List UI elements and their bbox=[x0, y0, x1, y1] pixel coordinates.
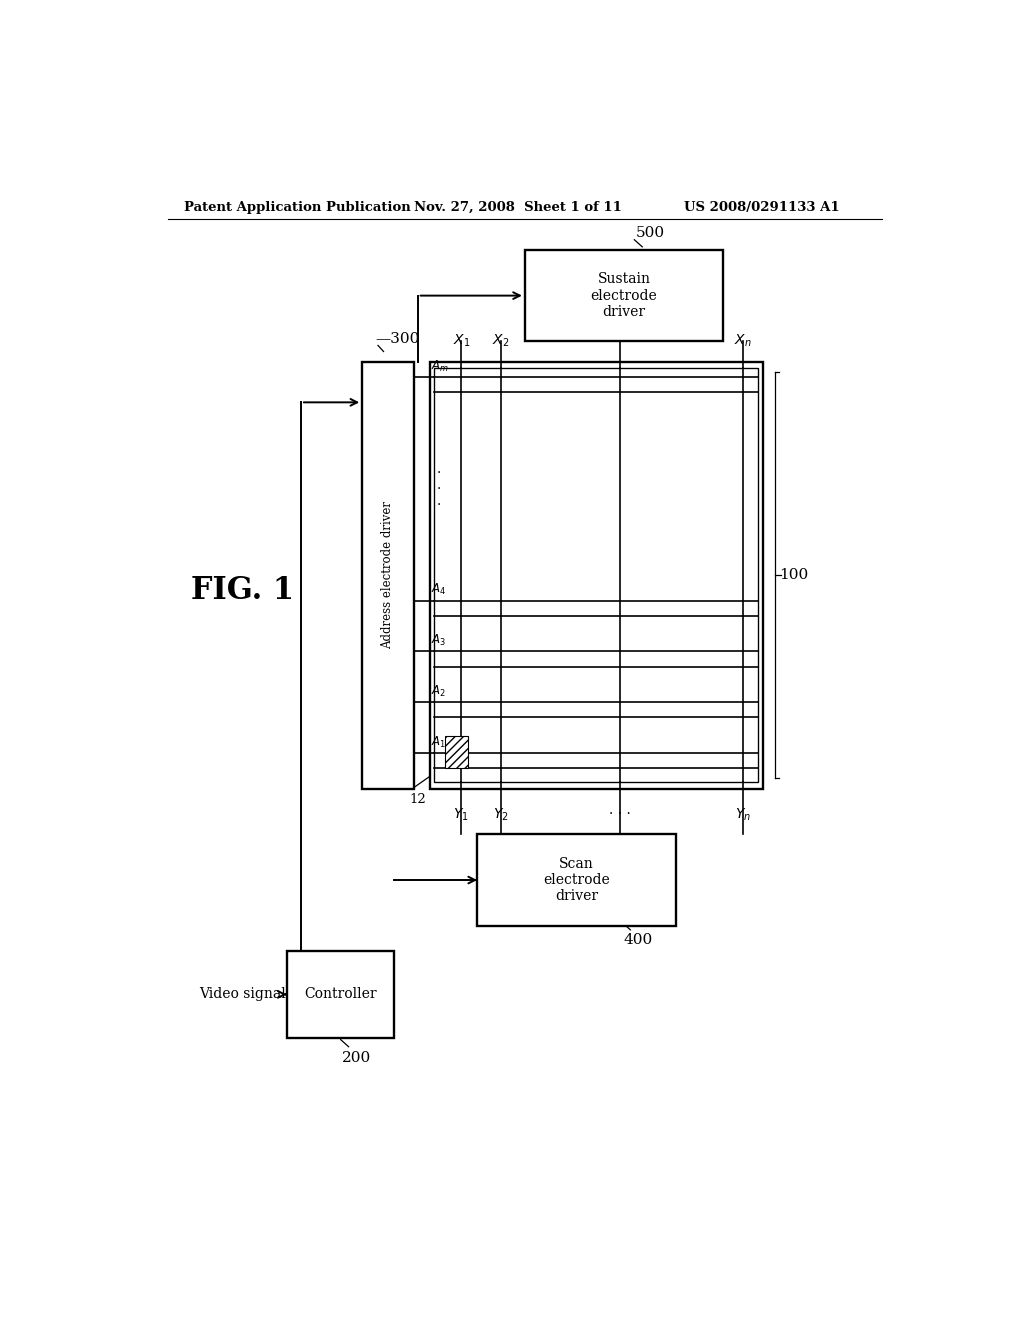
Bar bbox=[477, 834, 676, 925]
Bar bbox=[362, 362, 414, 788]
Text: Video signal: Video signal bbox=[200, 987, 286, 1001]
Text: $X_n$: $X_n$ bbox=[734, 333, 752, 350]
Bar bbox=[287, 952, 394, 1038]
Text: 100: 100 bbox=[779, 568, 808, 582]
Text: · · ·: · · · bbox=[609, 335, 631, 350]
Text: 200: 200 bbox=[342, 1051, 372, 1065]
Text: $X_2$: $X_2$ bbox=[493, 333, 510, 350]
Text: $A_m$: $A_m$ bbox=[431, 359, 450, 374]
Text: 400: 400 bbox=[624, 933, 653, 946]
Text: US 2008/0291133 A1: US 2008/0291133 A1 bbox=[684, 201, 839, 214]
Text: 12: 12 bbox=[410, 792, 426, 805]
Text: Patent Application Publication: Patent Application Publication bbox=[183, 201, 411, 214]
Text: · · ·: · · · bbox=[609, 807, 631, 821]
Text: $Y_1$: $Y_1$ bbox=[454, 807, 469, 824]
Bar bbox=[434, 368, 758, 783]
Text: $Y_2$: $Y_2$ bbox=[494, 807, 509, 824]
Bar bbox=[524, 249, 723, 342]
Text: $X_1$: $X_1$ bbox=[453, 333, 470, 350]
Text: Nov. 27, 2008  Sheet 1 of 11: Nov. 27, 2008 Sheet 1 of 11 bbox=[414, 201, 622, 214]
Text: $A_2$: $A_2$ bbox=[431, 684, 446, 700]
Bar bbox=[430, 362, 763, 788]
Text: ·
·
·: · · · bbox=[437, 466, 441, 512]
Bar bbox=[445, 735, 468, 768]
Text: Controller: Controller bbox=[304, 987, 377, 1002]
Text: Sustain
electrode
driver: Sustain electrode driver bbox=[591, 272, 657, 319]
Text: —300: —300 bbox=[376, 333, 420, 346]
Text: Scan
electrode
driver: Scan electrode driver bbox=[543, 857, 609, 903]
Text: FIG. 1: FIG. 1 bbox=[191, 576, 295, 606]
Text: $Y_n$: $Y_n$ bbox=[735, 807, 751, 824]
Text: $A_4$: $A_4$ bbox=[431, 582, 446, 598]
Text: Address electrode driver: Address electrode driver bbox=[381, 502, 394, 649]
Text: 500: 500 bbox=[636, 226, 665, 240]
Text: $A_3$: $A_3$ bbox=[431, 634, 446, 648]
Text: $A_1$: $A_1$ bbox=[431, 735, 446, 750]
